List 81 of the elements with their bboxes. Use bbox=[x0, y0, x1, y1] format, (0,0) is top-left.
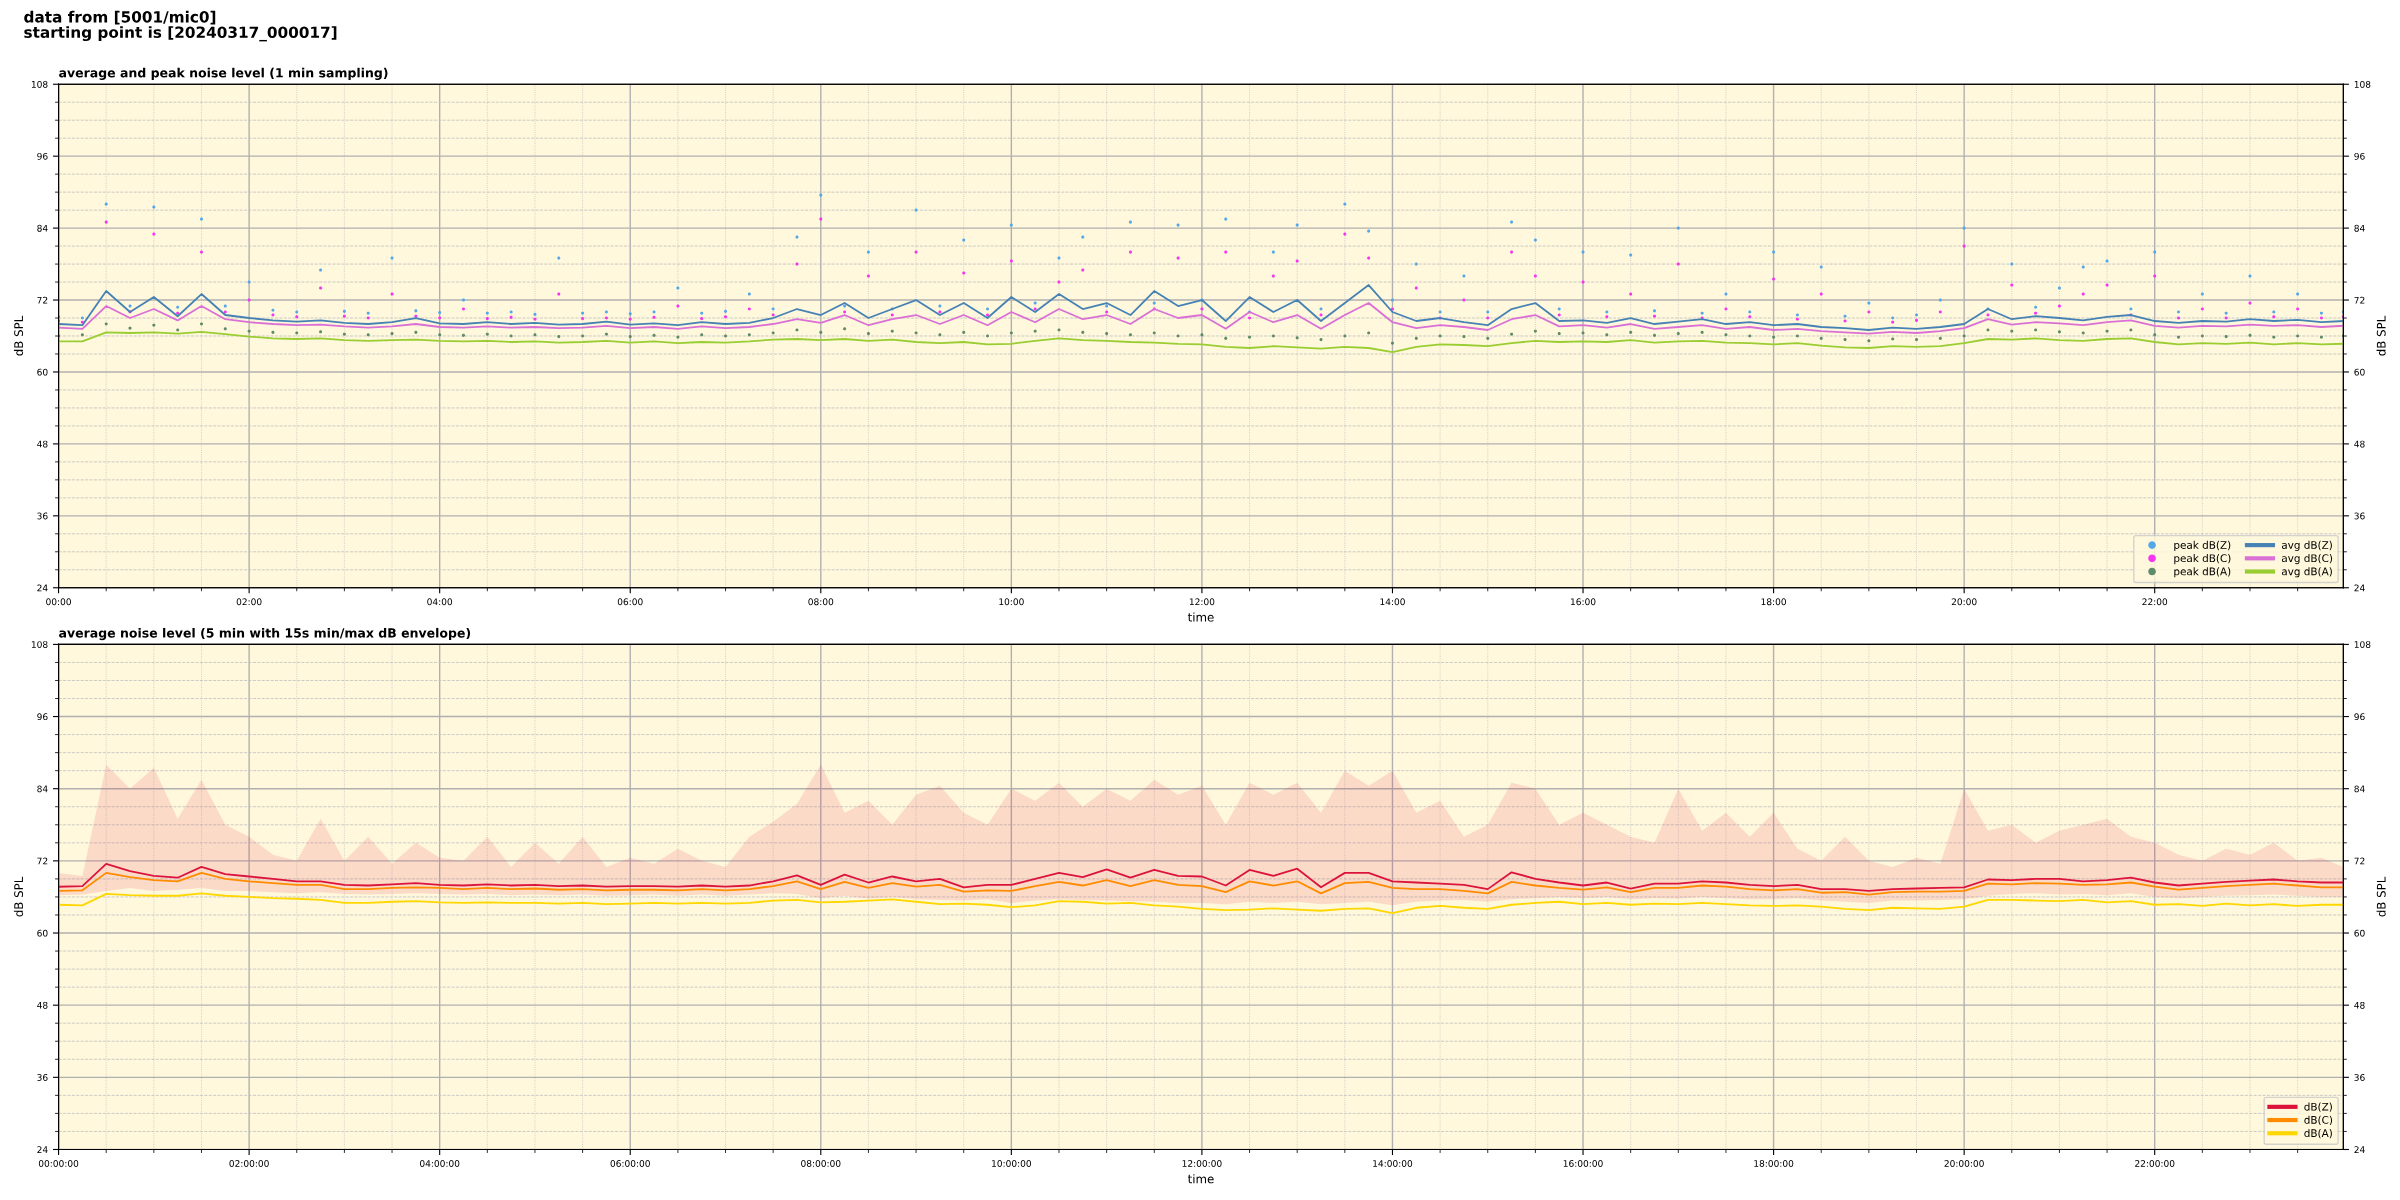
y-tick-label: 48 bbox=[37, 1001, 48, 1009]
y2-tick-label: 72 bbox=[2354, 857, 2365, 865]
y-tick-label: 84 bbox=[37, 785, 48, 793]
x-tick-label: 00:00:00 bbox=[38, 1160, 79, 1167]
x-tick-label: 20:00:00 bbox=[1944, 1160, 1984, 1167]
y2-tick-label: 108 bbox=[2354, 641, 2371, 648]
x-tick-label: 12:00 bbox=[1189, 598, 1215, 606]
legend-label: peak dB(C) bbox=[2174, 554, 2231, 565]
x-tick-label: 04:00:00 bbox=[420, 1160, 460, 1167]
y2-tick-label: 48 bbox=[2354, 1001, 2365, 1009]
y-tick-label: 72 bbox=[37, 857, 48, 865]
y-tick-label: 84 bbox=[37, 224, 48, 232]
legend-label: avg dB(A) bbox=[2281, 567, 2332, 578]
line-series bbox=[58, 284, 2344, 331]
line-series bbox=[58, 302, 2344, 335]
legend-label: peak dB(Z) bbox=[2174, 540, 2231, 551]
x-axis-title: time bbox=[1187, 1174, 1214, 1184]
text: starting point is [20240317_000017] bbox=[24, 26, 337, 42]
x-tick-label: 08:00 bbox=[808, 598, 834, 606]
legend-label: dB(A) bbox=[2304, 1128, 2332, 1139]
line-series bbox=[58, 892, 2344, 915]
y-tick-label: 96 bbox=[37, 152, 48, 160]
y-tick-label: 108 bbox=[31, 641, 48, 648]
x-tick-label: 14:00 bbox=[1380, 598, 1405, 606]
line-series bbox=[58, 862, 2344, 892]
y-tick-label: 96 bbox=[37, 713, 48, 721]
legend-label: avg dB(C) bbox=[2281, 554, 2333, 565]
y2-tick-label: 24 bbox=[2354, 584, 2365, 592]
y2-tick-label: 96 bbox=[2354, 152, 2365, 160]
x-tick-label: 16:00 bbox=[1571, 598, 1596, 606]
y-tick-label: 36 bbox=[37, 512, 48, 520]
x-tick-label: 22:00 bbox=[2142, 598, 2168, 606]
y-tick-label: 36 bbox=[37, 1074, 48, 1081]
y-tick-label: 24 bbox=[37, 1146, 48, 1153]
chart-title: average noise level (5 min with 15s min/max dB envelope) bbox=[59, 627, 471, 641]
y2-tick-label: 84 bbox=[2354, 224, 2365, 232]
y2-tick-label: 108 bbox=[2354, 80, 2371, 88]
x-tick-label: 10:00 bbox=[999, 598, 1024, 606]
x-tick-label: 04:00 bbox=[427, 598, 453, 606]
y2-tick-label: 36 bbox=[2354, 1074, 2365, 1081]
y-axis-title: dB SPL bbox=[13, 315, 24, 356]
y2-tick-label: 36 bbox=[2354, 512, 2365, 520]
x-tick-label: 08:00:00 bbox=[801, 1160, 841, 1167]
y2-axis-title: dB SPL bbox=[2376, 315, 2386, 356]
y2-tick-label: 72 bbox=[2354, 296, 2365, 304]
y2-tick-label: 84 bbox=[2354, 785, 2365, 793]
y2-axis-title: dB SPL bbox=[2376, 876, 2386, 917]
y-tick-label: 60 bbox=[37, 368, 48, 376]
x-tick-label: 18:00:00 bbox=[1754, 1160, 1794, 1167]
y-tick-label: 108 bbox=[31, 80, 48, 88]
x-tick-label: 22:00:00 bbox=[2135, 1160, 2175, 1167]
x-tick-label: 14:00:00 bbox=[1373, 1160, 1413, 1167]
y-tick-label: 72 bbox=[37, 296, 48, 304]
y-tick-label: 24 bbox=[37, 584, 48, 592]
legend-label: avg dB(Z) bbox=[2281, 540, 2332, 551]
x-tick-label: 06:00 bbox=[617, 598, 643, 606]
x-axis-title: time bbox=[1187, 612, 1214, 622]
x-tick-label: 16:00:00 bbox=[1563, 1160, 1603, 1167]
y-tick-label: 60 bbox=[37, 929, 48, 937]
line-series bbox=[58, 330, 2344, 354]
legend-label: dB(C) bbox=[2304, 1115, 2333, 1126]
x-tick-label: 18:00 bbox=[1761, 598, 1786, 606]
legend-label: dB(Z) bbox=[2304, 1102, 2332, 1112]
y2-tick-label: 48 bbox=[2354, 440, 2365, 448]
x-tick-label: 12:00:00 bbox=[1182, 1160, 1222, 1167]
legend-label: peak dB(A) bbox=[2174, 567, 2231, 578]
x-tick-label: 20:00 bbox=[1951, 598, 1977, 606]
x-tick-label: 06:00:00 bbox=[610, 1160, 650, 1167]
x-tick-label: 00:00 bbox=[46, 598, 71, 606]
chart-title: average and peak noise level (1 min sampling) bbox=[59, 67, 388, 80]
x-tick-label: 02:00:00 bbox=[229, 1160, 269, 1167]
y-tick-label: 48 bbox=[37, 440, 48, 448]
y2-tick-label: 96 bbox=[2354, 713, 2365, 721]
line-series bbox=[58, 871, 2344, 896]
y-axis-title: dB SPL bbox=[13, 876, 24, 917]
x-tick-label: 02:00 bbox=[236, 598, 262, 606]
text: data from [5001/mic0] bbox=[24, 10, 216, 25]
y2-tick-label: 24 bbox=[2354, 1146, 2365, 1153]
y2-tick-label: 60 bbox=[2354, 368, 2365, 376]
y2-tick-label: 60 bbox=[2354, 929, 2365, 937]
x-tick-label: 10:00:00 bbox=[992, 1160, 1032, 1167]
